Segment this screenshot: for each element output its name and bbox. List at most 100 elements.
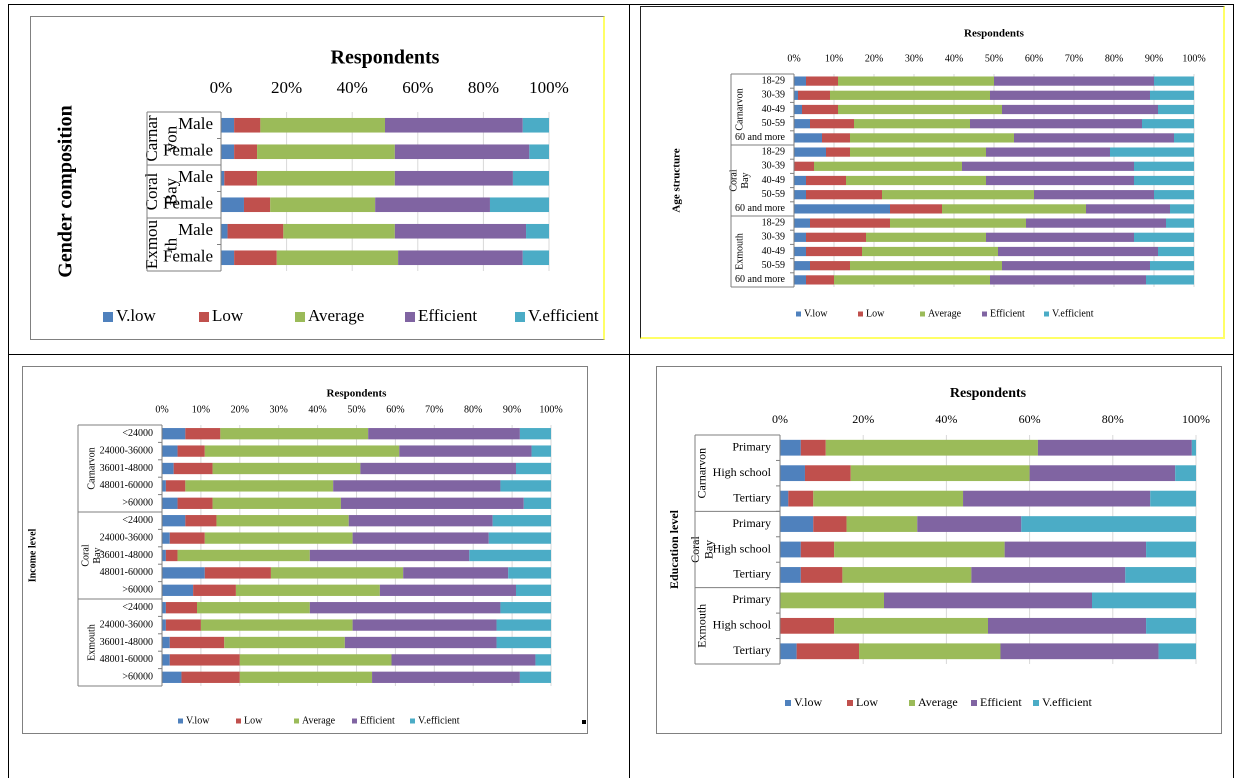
bar-segment-vlow [794,76,806,86]
bar-segment-vefficient [1191,439,1196,456]
legend-label: Low [856,695,878,709]
bar-segment-vefficient [496,636,551,649]
bar-segment-average [882,190,1034,200]
x-tick-label: 100% [529,78,569,97]
bar-segment-vlow [162,532,170,544]
bar-segment-vefficient [492,515,551,527]
bar-segment-vlow [794,119,810,129]
legend-label: V.low [186,715,210,726]
bar-segment-efficient [884,592,1092,609]
x-tick-label: 20% [852,412,874,426]
bar-segment-vefficient [515,462,551,475]
bar-segment-low [234,117,261,133]
bar-segment-average [850,465,1030,482]
bar-segment-average [842,567,972,583]
x-tick-label: 30% [270,404,288,415]
bar-segment-vefficient [1125,567,1196,583]
chart-income-level-svg: Respondents 0% 10% 20% 30% 40% 50% 60% 70% 80% 90%… [27,388,562,727]
legend-label: Low [212,306,244,325]
group-label: Bay [702,540,716,559]
bar-segment-vlow [162,567,205,579]
bar-segment-vlow [794,175,806,186]
bar-segment-vlow [780,541,801,558]
bar-segment-low [181,671,240,683]
bar-segment-efficient [1037,439,1192,456]
bar-segment-vlow [162,602,166,614]
bar-segment-vlow [780,439,801,456]
bar-segment-vlow [162,584,194,596]
legend-label: Low [244,715,263,726]
x-tick-label: 80% [468,78,499,97]
x-tick-label: 40% [945,53,963,64]
group-label: Bay [92,547,103,563]
bar-segment-vefficient [469,549,551,562]
category-label: 60 and more [735,203,786,214]
legend-label: V.low [116,306,157,325]
bar-segment-vefficient [1146,541,1196,558]
bar-segment-efficient [1002,104,1158,115]
category-label: Primary [732,516,771,530]
legend-swatch [1044,311,1049,317]
category-label: 30-39 [762,161,785,172]
category-label: Male [178,167,213,186]
bar-segment-vlow [794,190,806,200]
bar-segment-vefficient [522,250,549,266]
bar-segment-average [239,671,373,683]
bar-segment-average [257,144,395,160]
bar-segment-low [177,445,205,457]
x-tick-label: 70% [425,404,443,415]
bar-segment-low [800,541,835,558]
bar-segment-efficient [1086,204,1170,214]
bar-segment-average [838,76,994,86]
table-border-center [629,4,630,778]
bar-segment-average [813,490,964,507]
bar-segment-low [169,654,240,666]
bar-segment-average [220,428,369,440]
legend-swatch [858,311,863,317]
chart-gender-composition-svg: Respondents 0% 20% 40% 60% 80% 100% Male Female M… [55,47,599,325]
bar-segment-average [185,480,334,492]
category-label: Female [163,141,213,160]
legend-swatch [920,311,925,317]
bar-segment-vefficient [1021,516,1196,532]
x-tick-label: 10% [192,404,210,415]
legend-label: V.low [794,695,822,709]
group-label: Exmou [142,219,161,269]
bar-segment-efficient [1002,261,1150,271]
bar-segment-average [854,119,970,129]
bar-segment-average [260,117,385,133]
bar-segment-average [204,532,353,544]
bar-segment-vefficient [1134,161,1194,171]
y-axis-title: Gender composition [55,105,77,277]
bar-segment-low [806,76,838,86]
bar-segment-vlow [221,170,225,186]
bar-segment-average [270,197,376,213]
x-tick-label: 60% [1019,412,1041,426]
bar-segment-efficient [1000,643,1159,660]
group-label: Bay [162,177,181,205]
category-label: Tertiary [733,643,771,657]
corner-mark [582,720,586,724]
bar-segment-vefficient [523,497,551,509]
bar-segment-efficient [994,76,1154,86]
bar-segment-vlow [162,462,174,475]
bar-segment-average [850,261,1002,271]
category-label: Male [178,114,213,133]
legend-label: Average [928,308,962,319]
legend-swatch [1033,700,1039,706]
bar-segment-vefficient [522,117,549,133]
bar-segment-low [806,175,846,186]
x-tick-label: 50% [985,53,1003,64]
bar-segment-efficient [352,619,497,631]
bar-segment-average [862,246,998,257]
bar-segment-vefficient [519,428,551,440]
bar-segment-efficient [1034,190,1154,200]
bar-segment-vlow [221,223,228,239]
bar-segment-average [224,636,345,649]
legend-label: Efficient [418,306,477,325]
bar-segment-average [825,439,1038,456]
bar-segment-vefficient [1158,104,1194,115]
chart-gender-composition: Respondents 0% 20% 40% 60% 80% 100% Male Female M… [30,16,605,340]
category-label: 60 and more [735,132,786,143]
category-label: 40-49 [762,246,785,257]
